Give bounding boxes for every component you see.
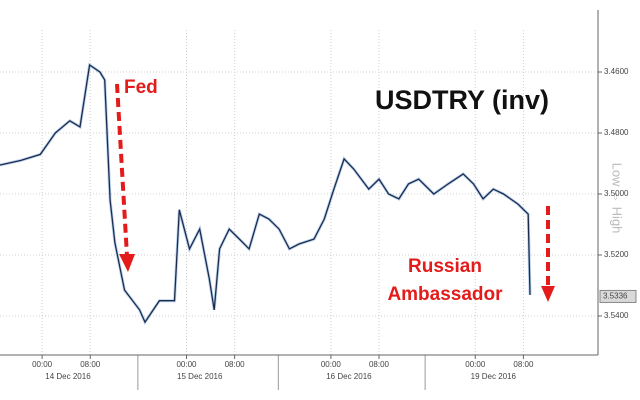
annotation: Fed [124,77,158,98]
y-tick-label: 3.5000 [604,189,629,198]
x-tick-label: 00:00 [465,360,486,369]
annotation: Ambassador [387,284,503,305]
chart-title: USDTRY (inv) [375,85,549,115]
x-tick-label: 08:00 [513,360,534,369]
y-tick-label: 3.4600 [604,67,629,76]
x-tick-label: 08:00 [80,360,101,369]
last-value-label: 3.5336 [603,292,628,301]
ambassador-arrow [541,206,555,302]
x-tick-label: 08:00 [225,360,246,369]
x-tick-label: 08:00 [369,360,390,369]
x-tick-label: 00:00 [32,360,53,369]
price-line [0,63,531,324]
annotation: Russian [408,256,482,277]
y-tick-label: 3.5400 [604,311,629,320]
date-label: 19 Dec 2016 [471,372,517,381]
side-label: Low ⇔ High [610,163,625,234]
fed-arrow [115,83,135,272]
date-label: 14 Dec 2016 [45,372,91,381]
y-tick-label: 3.4800 [604,128,629,137]
x-tick-label: 00:00 [176,360,197,369]
date-label: 15 Dec 2016 [177,372,223,381]
x-tick-label: 00:00 [321,360,342,369]
y-tick-label: 3.5200 [604,250,629,259]
date-label: 16 Dec 2016 [326,372,372,381]
last-value-box [599,289,637,303]
